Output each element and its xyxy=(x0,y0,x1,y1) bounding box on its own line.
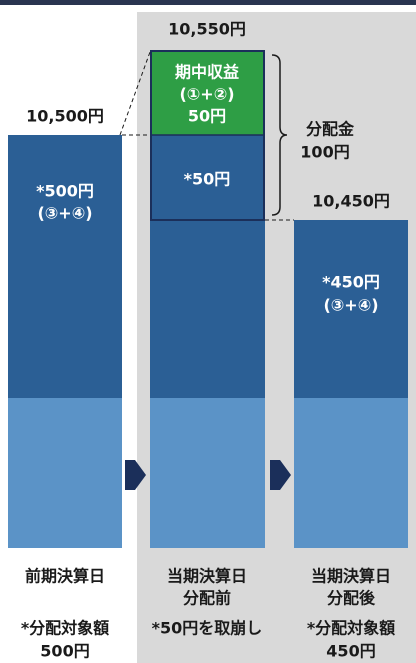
price-label: 10,500円 xyxy=(26,107,104,126)
distribution-label: 分配金 xyxy=(306,120,355,139)
base-block xyxy=(8,135,122,398)
principal-block xyxy=(294,398,408,548)
date-label: 当期決算日 xyxy=(311,567,391,586)
block-label: (③+④) xyxy=(323,296,378,315)
note-label: *50円を取崩し xyxy=(152,619,263,638)
distribution-label: 100円 xyxy=(300,143,349,162)
date-label: 分配前 xyxy=(183,589,231,608)
arrow xyxy=(125,460,146,490)
block-label: 50円 xyxy=(188,107,226,126)
price-label: 10,550円 xyxy=(168,20,246,39)
block-label: *500円 xyxy=(36,182,94,201)
guide-line xyxy=(119,51,151,136)
principal-block xyxy=(150,398,265,548)
note-label: 450円 xyxy=(326,642,375,661)
date-label: 前期決算日 xyxy=(25,567,105,586)
note-label: *分配対象額 xyxy=(21,619,109,638)
block-label: 期中収益 xyxy=(175,63,239,82)
base-block xyxy=(150,135,265,398)
bracket xyxy=(271,54,288,216)
note-label: 500円 xyxy=(40,642,89,661)
note-label: *分配対象額 xyxy=(307,619,395,638)
principal-block xyxy=(8,398,122,548)
block-label: *450円 xyxy=(322,273,380,292)
block-label: (①+②) xyxy=(179,85,234,104)
top-rule xyxy=(0,0,416,5)
block-label: *50円 xyxy=(184,170,231,189)
base-block xyxy=(294,220,408,398)
arrow xyxy=(270,460,291,490)
date-label: 当期決算日 xyxy=(167,567,247,586)
price-label: 10,450円 xyxy=(312,192,390,211)
income-block xyxy=(150,50,265,135)
date-label: 分配後 xyxy=(327,589,376,608)
block-label: (③+④) xyxy=(37,204,92,223)
